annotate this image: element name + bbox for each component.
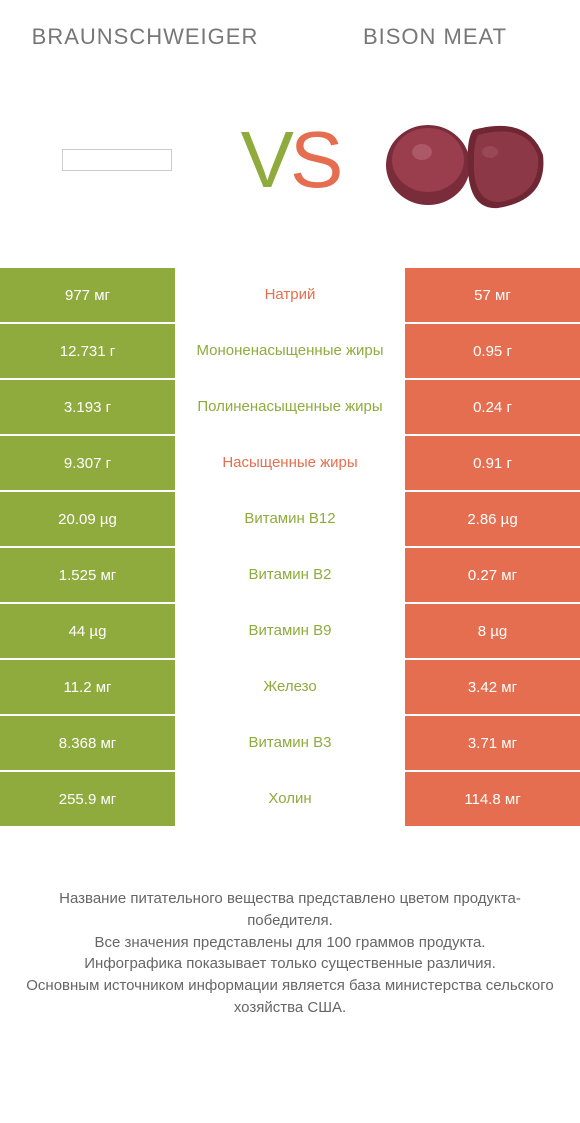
- header: BRAUNSCHWEIGER BISON MEAT: [0, 0, 580, 60]
- right-value: 0.95 г: [405, 324, 580, 378]
- left-value: 1.525 мг: [0, 548, 175, 602]
- right-value: 3.42 мг: [405, 660, 580, 714]
- nutrient-name: Насыщенные жиры: [175, 436, 405, 490]
- nutrient-name: Холин: [175, 772, 405, 826]
- nutrient-name: Витамин B9: [175, 604, 405, 658]
- left-value: 44 µg: [0, 604, 175, 658]
- right-value: 57 мг: [405, 268, 580, 322]
- left-value: 12.731 г: [0, 324, 175, 378]
- right-value: 2.86 µg: [405, 492, 580, 546]
- nutrient-name: Натрий: [175, 268, 405, 322]
- nutrient-name: Железо: [175, 660, 405, 714]
- table-row: 11.2 мгЖелезо3.42 мг: [0, 660, 580, 716]
- vs-s: S: [290, 114, 339, 206]
- nutrient-name: Мононенасыщенные жиры: [175, 324, 405, 378]
- right-value: 8 µg: [405, 604, 580, 658]
- right-value: 114.8 мг: [405, 772, 580, 826]
- left-value: 8.368 мг: [0, 716, 175, 770]
- footer-line: Все значения представлены для 100 граммо…: [18, 932, 562, 954]
- table-row: 44 µgВитамин B98 µg: [0, 604, 580, 660]
- footer: Название питательного вещества представл…: [0, 888, 580, 1019]
- nutrient-name: Витамин B3: [175, 716, 405, 770]
- left-value: 9.307 г: [0, 436, 175, 490]
- vs-v: V: [241, 114, 290, 206]
- table-row: 8.368 мгВитамин B33.71 мг: [0, 716, 580, 772]
- footer-line: Основным источником информации является …: [18, 975, 562, 1019]
- table-row: 255.9 мгХолин114.8 мг: [0, 772, 580, 828]
- right-value: 3.71 мг: [405, 716, 580, 770]
- left-image-slot: [0, 149, 235, 171]
- footer-line: Инфографика показывает только существенн…: [18, 953, 562, 975]
- right-product-title: BISON MEAT: [290, 24, 580, 60]
- bison-meat-icon: [378, 100, 548, 220]
- table-row: 20.09 µgВитамин B122.86 µg: [0, 492, 580, 548]
- table-row: 3.193 гПолиненасыщенные жиры0.24 г: [0, 380, 580, 436]
- right-value: 0.91 г: [405, 436, 580, 490]
- table-row: 1.525 мгВитамин B20.27 мг: [0, 548, 580, 604]
- comparison-table: 977 мгНатрий57 мг12.731 гМононенасыщенны…: [0, 268, 580, 828]
- nutrient-name: Витамин B2: [175, 548, 405, 602]
- images-row: VS: [0, 60, 580, 260]
- right-value: 0.24 г: [405, 380, 580, 434]
- nutrient-name: Полиненасыщенные жиры: [175, 380, 405, 434]
- left-value: 20.09 µg: [0, 492, 175, 546]
- table-row: 12.731 гМононенасыщенные жиры0.95 г: [0, 324, 580, 380]
- left-value: 255.9 мг: [0, 772, 175, 826]
- vs-label: VS: [235, 114, 346, 206]
- left-value: 3.193 г: [0, 380, 175, 434]
- nutrient-name: Витамин B12: [175, 492, 405, 546]
- table-row: 977 мгНатрий57 мг: [0, 268, 580, 324]
- right-value: 0.27 мг: [405, 548, 580, 602]
- table-row: 9.307 гНасыщенные жиры0.91 г: [0, 436, 580, 492]
- left-product-title: BRAUNSCHWEIGER: [0, 24, 290, 60]
- right-image-slot: [345, 100, 580, 220]
- left-value: 977 мг: [0, 268, 175, 322]
- footer-line: Название питательного вещества представл…: [18, 888, 562, 932]
- left-value: 11.2 мг: [0, 660, 175, 714]
- left-image-placeholder: [62, 149, 172, 171]
